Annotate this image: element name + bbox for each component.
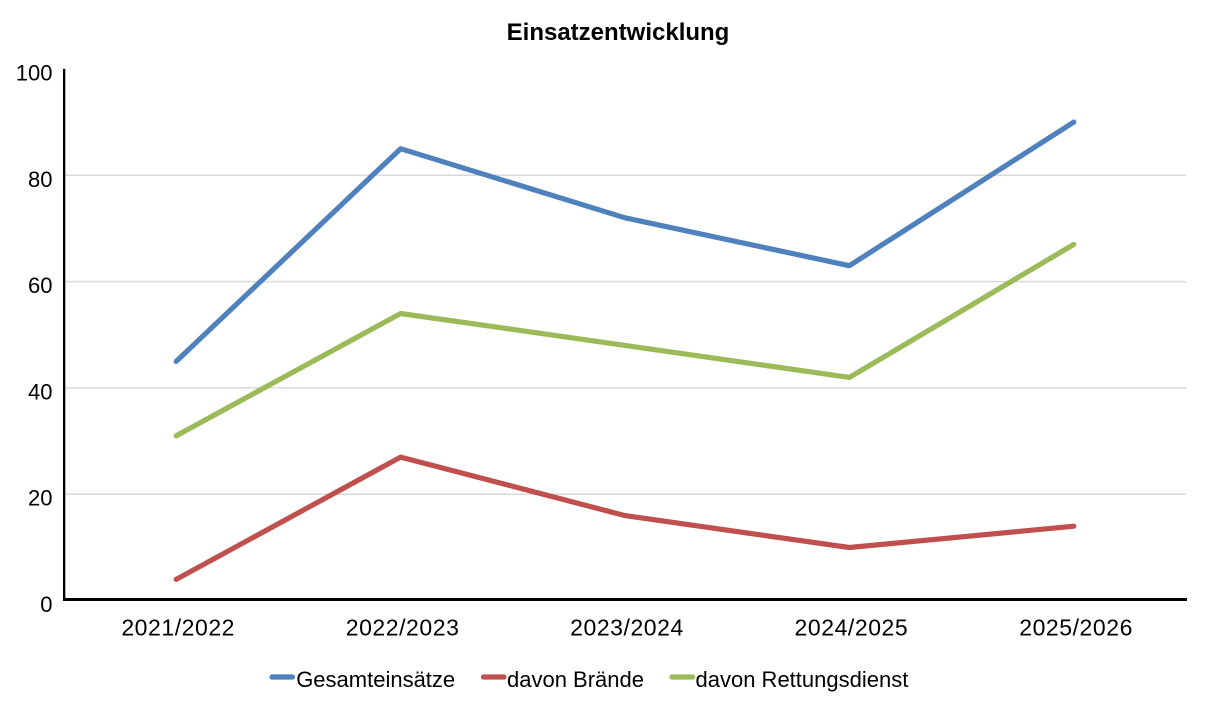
svg-text:2024/2025: 2024/2025 — [795, 615, 909, 641]
svg-text:80: 80 — [28, 167, 52, 192]
svg-text:20: 20 — [28, 486, 52, 511]
svg-text:60: 60 — [28, 273, 52, 298]
svg-text:davon Brände: davon Brände — [507, 667, 644, 692]
svg-text:100: 100 — [16, 61, 53, 86]
svg-text:40: 40 — [28, 379, 52, 404]
svg-text:2022/2023: 2022/2023 — [346, 615, 460, 641]
svg-text:2023/2024: 2023/2024 — [570, 615, 684, 641]
svg-text:2025/2026: 2025/2026 — [1019, 615, 1133, 641]
svg-text:2021/2022: 2021/2022 — [121, 615, 235, 641]
svg-text:davon Rettungsdienst: davon Rettungsdienst — [696, 667, 909, 692]
svg-text:Einsatzentwicklung: Einsatzentwicklung — [507, 19, 730, 46]
svg-text:0: 0 — [40, 592, 52, 617]
svg-text:Gesamteinsätze: Gesamteinsätze — [296, 667, 455, 692]
